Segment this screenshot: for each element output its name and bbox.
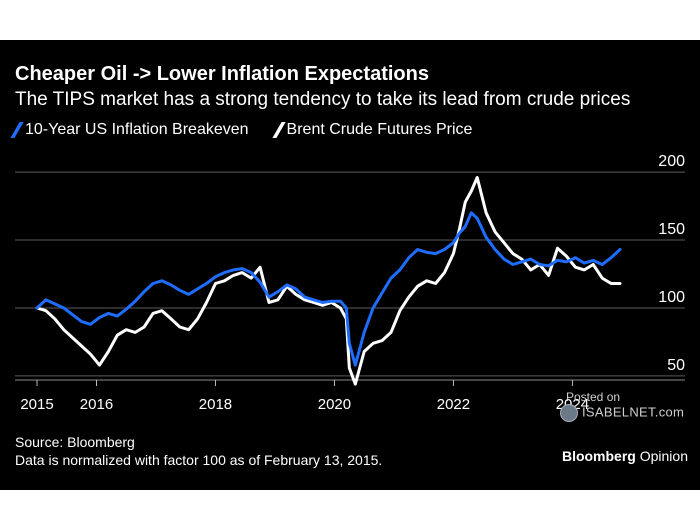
x-tick-label-2015: 2015	[20, 396, 53, 413]
legend-item-brent: Brent Crude Futures Price	[271, 121, 473, 139]
watermark-line1: Posted on	[566, 390, 621, 404]
legend-label-breakeven: 10-Year US Inflation Breakeven	[25, 121, 249, 138]
x-tick-label-2016: 2016	[80, 396, 113, 413]
bloomberg-opinion-logo: Bloomberg Opinion	[562, 448, 688, 464]
x-tick-label-2018: 2018	[199, 396, 232, 413]
legend-item-breakeven: 10-Year US Inflation Breakeven	[10, 121, 249, 139]
line-chart: 50100150200201520162018202020222024	[15, 153, 685, 413]
y-tick-label-150: 150	[658, 221, 685, 238]
y-tick-label-100: 100	[658, 289, 685, 306]
chart-subtitle: The TIPS market has a strong tendency to…	[15, 89, 631, 110]
legend-label-brent: Brent Crude Futures Price	[286, 121, 473, 138]
source-note: Source: Bloomberg Data is normalized wit…	[15, 433, 382, 469]
x-tick-label-2020: 2020	[318, 396, 351, 413]
chart-panel	[0, 40, 700, 490]
legend: 10-Year US Inflation Breakeven Brent Cru…	[10, 121, 473, 139]
isabelnet-logo-icon	[560, 404, 578, 422]
legend-swatch-brent	[271, 122, 286, 138]
y-tick-label-200: 200	[658, 153, 685, 170]
series-line-brent	[35, 176, 622, 386]
chart-title: Cheaper Oil -> Lower Inflation Expectati…	[15, 63, 429, 85]
watermark-line2: ISABELNET.com	[582, 404, 685, 420]
y-tick-label-50: 50	[667, 357, 685, 374]
source-line1: Source: Bloomberg	[15, 434, 135, 450]
source-line2: Data is normalized with factor 100 as of…	[15, 452, 383, 468]
watermark: Posted on ISABELNET.com	[560, 390, 684, 422]
brand-name: Bloomberg	[561, 448, 636, 464]
x-tick-label-2022: 2022	[437, 396, 470, 413]
brand-suffix: Opinion	[639, 448, 688, 464]
series-line-breakeven	[35, 211, 622, 367]
